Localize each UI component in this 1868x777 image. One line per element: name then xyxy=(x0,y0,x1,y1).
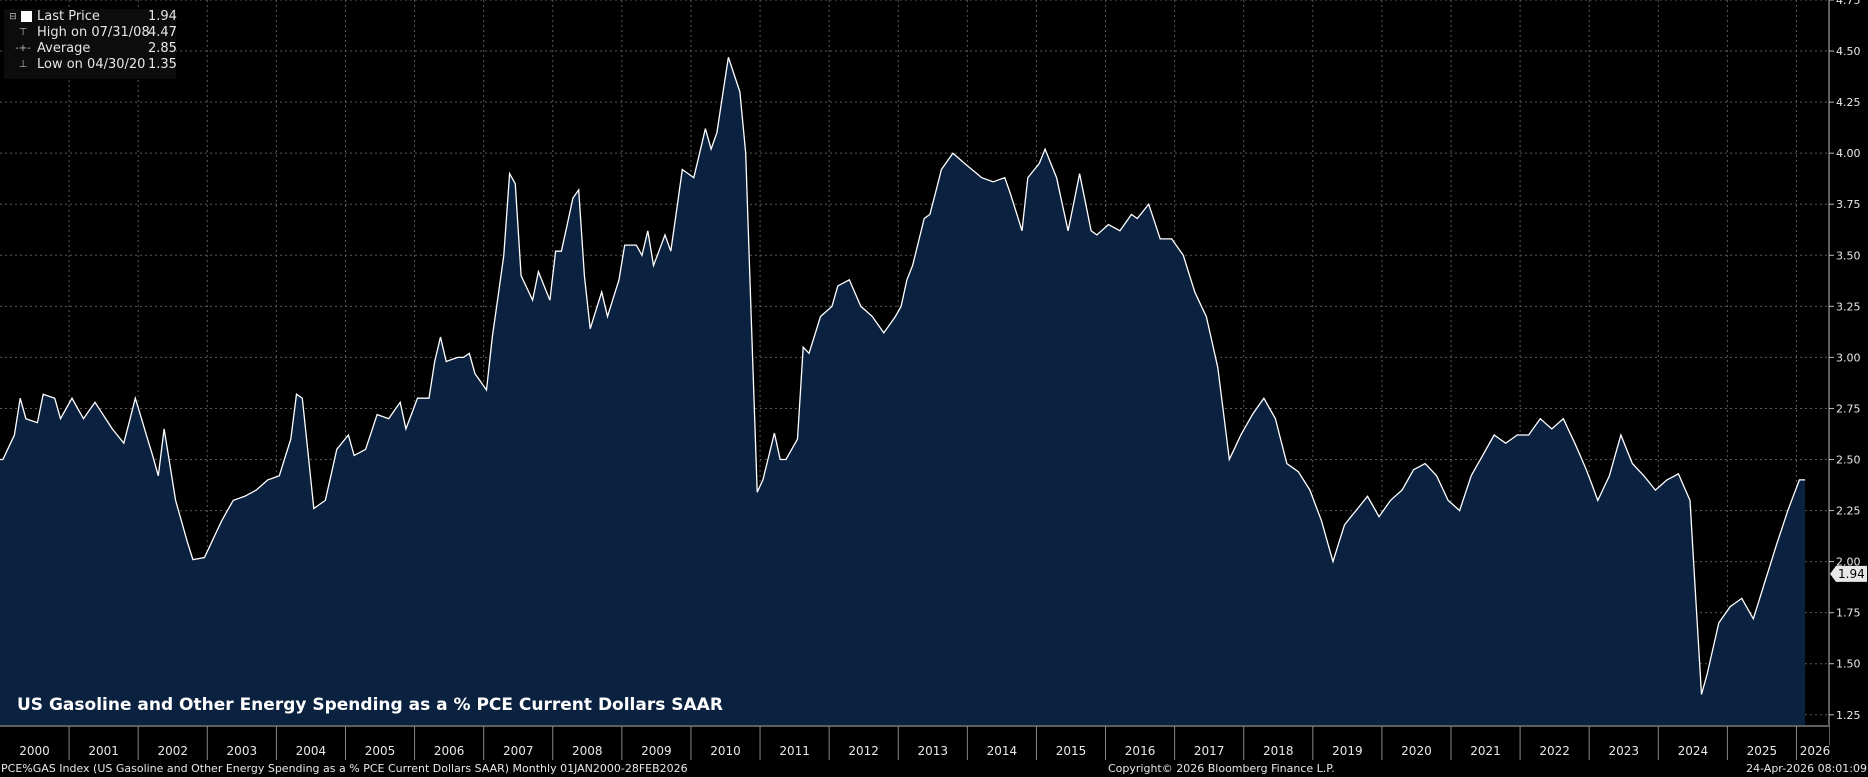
x-tick-label: 2010 xyxy=(710,744,741,758)
y-tick-label: 1.50 xyxy=(1836,658,1861,671)
x-tick-label: 2015 xyxy=(1056,744,1087,758)
low-label: Low on 04/30/20 xyxy=(37,57,146,72)
series-area xyxy=(0,57,1806,725)
x-axis-band xyxy=(0,725,1829,762)
x-tick-label: 2000 xyxy=(19,744,50,758)
average-label: Average xyxy=(37,41,91,56)
high-label: High on 07/31/08 xyxy=(37,25,150,40)
y-tick-label: 2.25 xyxy=(1836,505,1861,518)
grid-lines xyxy=(0,0,1829,725)
x-tick-label: 2005 xyxy=(365,744,396,758)
legend-high: ⊤ High on 07/31/08 4.47 xyxy=(4,25,177,41)
y-tick-label: 3.50 xyxy=(1836,249,1861,262)
last-price-label: Last Price xyxy=(37,9,100,24)
legend-low: ⊥ Low on 04/30/20 1.35 xyxy=(4,57,177,73)
last-price-value: 1.94 xyxy=(148,9,177,24)
x-tick-label: 2003 xyxy=(227,744,258,758)
footer-security-description: PCE%GAS Index (US Gasoline and Other Ene… xyxy=(1,762,688,775)
low-marker-icon: ⊥ xyxy=(18,59,28,70)
x-tick-label: 2008 xyxy=(572,744,603,758)
x-tick-label: 2024 xyxy=(1678,744,1709,758)
high-marker-icon: ⊤ xyxy=(18,27,28,38)
series-line xyxy=(0,56,1806,695)
x-tick-label: 2013 xyxy=(918,744,949,758)
x-tick-label: 2025 xyxy=(1747,744,1778,758)
legend-average: -+- Average 2.85 xyxy=(4,41,177,57)
y-tick-label: 3.75 xyxy=(1836,198,1861,211)
x-tick-label: 2014 xyxy=(987,744,1018,758)
x-tick-label: 2022 xyxy=(1539,744,1570,758)
y-axis-band xyxy=(1829,0,1868,745)
x-tick-label: 2006 xyxy=(434,744,465,758)
x-tick-label: 2026 xyxy=(1800,744,1831,758)
footer-timestamp: 24-Apr-2026 08:01:09 xyxy=(1746,762,1867,775)
y-tick-label: 4.00 xyxy=(1836,147,1861,160)
x-tick-label: 2017 xyxy=(1194,744,1225,758)
footer-copyright: Copyright© 2026 Bloomberg Finance L.P. xyxy=(1108,762,1335,775)
last-value-label: 1.94 xyxy=(1830,565,1867,582)
last-price-marker-icon xyxy=(21,11,32,22)
x-tick-label: 2002 xyxy=(157,744,188,758)
y-tick-label: 3.25 xyxy=(1836,300,1861,313)
x-tick-label: 2023 xyxy=(1608,744,1639,758)
y-tick-label: 3.00 xyxy=(1836,351,1861,364)
low-value: 1.35 xyxy=(148,57,177,72)
legend-last-price: ⊟ Last Price 1.94 xyxy=(4,9,177,25)
collapse-icon[interactable]: ⊟ xyxy=(9,12,17,22)
y-tick-label: 1.75 xyxy=(1836,607,1861,620)
average-value: 2.85 xyxy=(148,41,177,56)
x-tick-label: 2021 xyxy=(1470,744,1501,758)
high-value: 4.47 xyxy=(148,25,177,40)
x-tick-label: 2001 xyxy=(88,744,119,758)
y-tick-label: 4.75 xyxy=(1836,0,1861,7)
x-tick-label: 2011 xyxy=(779,744,810,758)
x-tick-label: 2009 xyxy=(641,744,672,758)
x-tick-label: 2018 xyxy=(1263,744,1294,758)
average-marker-icon: -+- xyxy=(15,43,31,54)
y-tick-label: 4.25 xyxy=(1836,96,1861,109)
legend-box: ⊟ Last Price 1.94 ⊤ High on 07/31/08 4.4… xyxy=(4,9,177,79)
y-tick-label: 4.50 xyxy=(1836,45,1861,58)
y-tick-label: 1.25 xyxy=(1836,709,1861,722)
footer: PCE%GAS Index (US Gasoline and Other Ene… xyxy=(0,762,1868,777)
chart-title: US Gasoline and Other Energy Spending as… xyxy=(17,695,723,715)
x-tick-label: 2019 xyxy=(1332,744,1363,758)
x-tick-label: 2004 xyxy=(296,744,327,758)
svg-text:1.94: 1.94 xyxy=(1838,567,1865,581)
y-axis: 1.25 1.50 1.75 2.00 2.25 2.50 2.75 3.00 3.25 3.50… xyxy=(1829,0,1861,722)
x-tick-label: 2007 xyxy=(503,744,534,758)
y-tick-label: 2.00 xyxy=(1836,556,1861,569)
y-tick-label: 2.75 xyxy=(1836,402,1861,415)
x-tick-label: 2016 xyxy=(1125,744,1156,758)
x-axis: 2000 2001 2002 2003 2004 2005 2006 2007 2008 2009… xyxy=(19,726,1830,760)
x-tick-label: 2012 xyxy=(848,744,879,758)
y-tick-label: 2.50 xyxy=(1836,454,1861,467)
x-tick-label: 2020 xyxy=(1401,744,1432,758)
